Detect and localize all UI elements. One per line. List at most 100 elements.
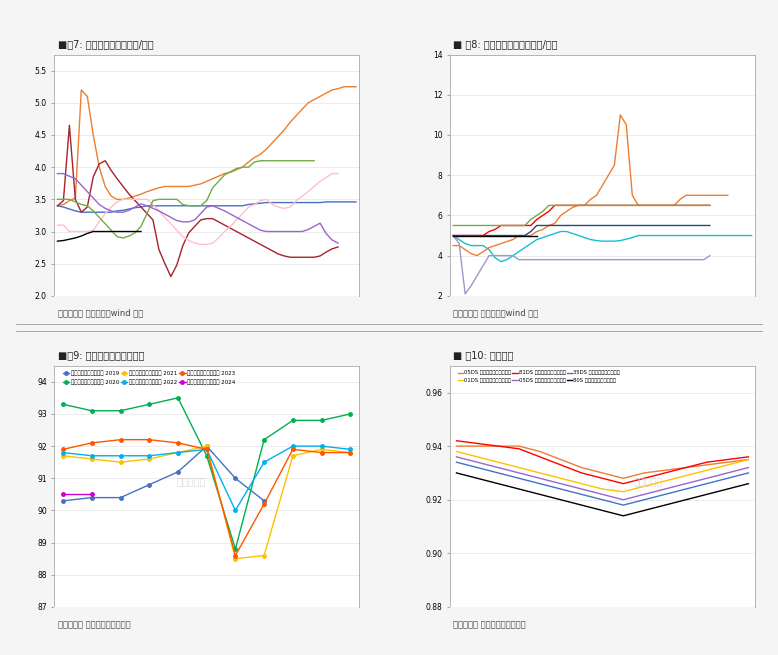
80S 每日到期平均天数比金 xyxy=(640,506,649,514)
中国蛋鸡半月度产蛋率 2021 xyxy=(202,442,212,450)
81DS 每日到期平均天数比金 xyxy=(661,469,670,477)
80S 每日到期平均天数比金 xyxy=(723,485,732,493)
Line: 35DS 每日到期平均天数比金: 35DS 每日到期平均天数比金 xyxy=(457,462,748,505)
81DS 每日到期平均天数比金 xyxy=(514,445,524,453)
中国蛋鸡半月度产蛋率 2022 xyxy=(87,452,96,460)
2021年 xyxy=(268,200,277,208)
05DS 每日到期平均天数比金 xyxy=(598,469,607,477)
2023年 xyxy=(268,227,277,235)
Line: 2024年: 2024年 xyxy=(58,231,141,241)
中国蛋鸡半月度产蛋率 2021 xyxy=(317,445,326,453)
2019年 xyxy=(250,153,259,161)
中国蛋鸡半月度产蛋率 2020 xyxy=(288,417,297,424)
2020年 xyxy=(449,232,458,240)
05DS 每日到期平均天数比金 xyxy=(473,458,482,466)
05DS 每日到期平均天数比金 xyxy=(661,466,670,474)
Line: 05DS 每日到期平均天数比金: 05DS 每日到期平均天数比金 xyxy=(457,446,748,478)
05DS 每日到期平均天数比金 xyxy=(535,447,545,455)
05DS 每日到期平均天数比金 xyxy=(577,485,587,493)
80S 每日到期平均天数比金 xyxy=(577,501,587,509)
Line: 2022年: 2022年 xyxy=(454,206,710,236)
2022年 xyxy=(664,202,673,210)
2020年 xyxy=(250,237,259,245)
Text: ■图7: 主产区鸡苗价格（元/羽）: ■图7: 主产区鸡苗价格（元/羽） xyxy=(58,39,153,49)
35DS 每日到期平均天数比金 xyxy=(535,479,545,487)
01DS 每日到期平均天数比金 xyxy=(598,485,607,493)
80S 每日到期平均天数比金 xyxy=(473,474,482,482)
2022年 xyxy=(118,234,128,242)
80S 每日到期平均天数比金 xyxy=(598,506,607,514)
中国蛋鸡半月度产蛋率 2021 xyxy=(145,455,154,463)
Text: ■ 图8: 主产区淤汰鸡价格（元/斤）: ■ 图8: 主产区淤汰鸡价格（元/斤） xyxy=(454,39,558,49)
中国蛋鸡半月度产蛋率 2019 xyxy=(145,481,154,489)
Line: 2018年: 2018年 xyxy=(454,231,752,261)
中国蛋鸡半月度产蛋率 2022 xyxy=(116,452,125,460)
Text: ■图9: 中国蛋鸡半月度产蛋率: ■图9: 中国蛋鸡半月度产蛋率 xyxy=(58,350,144,360)
05DS 每日到期平均天数比金 xyxy=(556,456,566,464)
2020年 xyxy=(268,247,277,255)
05DS 每日到期平均天数比金 xyxy=(744,456,753,464)
35DS 每日到期平均天数比金 xyxy=(661,491,670,498)
05DS 每日到期平均天数比金 xyxy=(702,461,711,469)
2021年 xyxy=(664,221,673,229)
05DS 每日到期平均天数比金 xyxy=(493,464,503,472)
81DS 每日到期平均天数比金 xyxy=(493,442,503,450)
05DS 每日到期平均天数比金 xyxy=(744,464,753,472)
Line: 2023年: 2023年 xyxy=(454,206,710,225)
2021年 xyxy=(514,232,524,240)
中国蛋鸡半月度产蛋率 2020 xyxy=(116,407,125,415)
81DS 每日到期平均天数比金 xyxy=(577,469,587,477)
2023年 xyxy=(514,221,524,229)
2019年 xyxy=(664,202,673,210)
81DS 每日到期平均天数比金 xyxy=(640,474,649,482)
中国蛋鸡半月度产蛋率 2022 xyxy=(173,449,183,457)
中国蛋鸡半月度产蛋率 2019 xyxy=(231,474,240,482)
中国蛋鸡半月度产蛋率 2024 xyxy=(58,491,68,498)
Line: 中国蛋鸡半月度产蛋率 2020: 中国蛋鸡半月度产蛋率 2020 xyxy=(61,396,352,551)
Text: 汇桌创资讯: 汇桌创资讯 xyxy=(177,476,206,487)
05DS 每日到期平均天数比金 xyxy=(577,464,587,472)
中国蛋鸡半月度产蛋率 2020 xyxy=(173,394,183,402)
中国蛋鸡半月度产蛋率 2024 xyxy=(87,491,96,498)
Line: 2023年: 2023年 xyxy=(58,174,338,243)
中国蛋鸡半月度产蛋率 2023 xyxy=(345,449,355,457)
2023年 xyxy=(149,204,158,212)
01DS 每日到期平均天数比金 xyxy=(493,458,503,466)
81DS 每日到期平均天数比金 xyxy=(723,456,732,464)
2018年 xyxy=(449,232,458,240)
2021年 xyxy=(149,200,158,208)
Text: 数据来源： 銀河期货，卓创数据: 数据来源： 銀河期货，卓创数据 xyxy=(58,620,130,629)
2019年 xyxy=(538,225,548,233)
81DS 每日到期平均天数比金 xyxy=(702,458,711,466)
Line: 01DS 每日到期平均天数比金: 01DS 每日到期平均天数比金 xyxy=(457,451,748,492)
Text: 汇桌创资讯: 汇桌创资讯 xyxy=(633,476,663,487)
2023年 xyxy=(53,170,62,178)
中国蛋鸡半月度产蛋率 2023 xyxy=(288,445,297,453)
2020年 xyxy=(646,255,655,263)
中国蛋鸡半月度产蛋率 2019 xyxy=(116,494,125,502)
2019年 xyxy=(351,83,360,90)
中国蛋鸡半月度产蛋率 2023 xyxy=(58,445,68,453)
中国蛋鸡半月度产蛋率 2022 xyxy=(231,506,240,514)
2021年 xyxy=(544,221,553,229)
中国蛋鸡半月度产蛋率 2023 xyxy=(202,445,212,453)
05DS 每日到期平均天数比金 xyxy=(556,479,566,487)
80S 每日到期平均天数比金 xyxy=(514,485,524,493)
Line: 2020年: 2020年 xyxy=(454,236,710,294)
2022年 xyxy=(449,232,458,240)
81DS 每日到期平均天数比金 xyxy=(598,474,607,482)
Legend: 中国蛋鸡半月度产蛋率 2019, 中国蛋鸡半月度产蛋率 2020, 中国蛋鸡半月度产蛋率 2021, 中国蛋鸡半月度产蛋率 2022, 中国蛋鸡半月度产蛋率 2: 中国蛋鸡半月度产蛋率 2019, 中国蛋鸡半月度产蛋率 2020, 中国蛋鸡半月… xyxy=(60,369,238,387)
中国蛋鸡半月度产蛋率 2021 xyxy=(231,555,240,563)
2018年 xyxy=(149,202,158,210)
中国蛋鸡半月度产蛋率 2019 xyxy=(173,468,183,476)
80S 每日到期平均天数比金 xyxy=(661,501,670,509)
2023年 xyxy=(142,202,152,210)
81DS 每日到期平均天数比金 xyxy=(744,453,753,460)
35DS 每日到期平均天数比金 xyxy=(723,474,732,482)
01DS 每日到期平均天数比金 xyxy=(619,488,628,496)
中国蛋鸡半月度产蛋率 2019 xyxy=(87,494,96,502)
05DS 每日到期平均天数比金 xyxy=(452,453,461,460)
Text: 数据来源： 銀河期货，wind 资讯: 数据来源： 銀河期货，wind 资讯 xyxy=(58,309,142,318)
2021年 xyxy=(646,221,655,229)
05DS 每日到期平均天数比金 xyxy=(723,469,732,477)
